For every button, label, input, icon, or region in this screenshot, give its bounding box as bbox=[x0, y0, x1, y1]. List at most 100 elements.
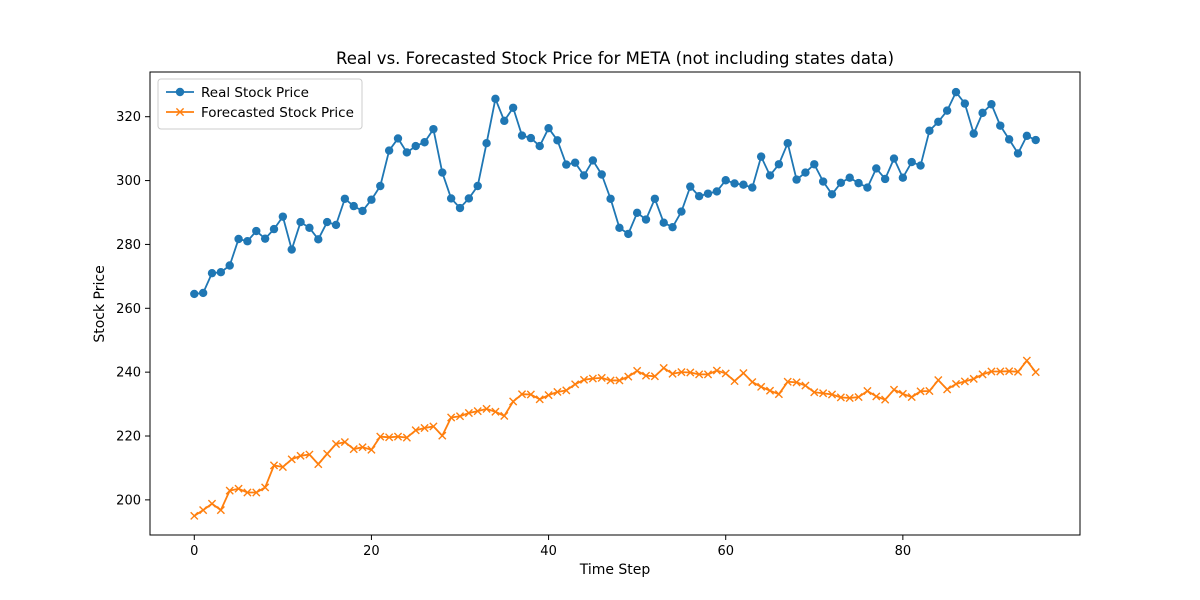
x-axis-label: Time Step bbox=[579, 562, 651, 578]
data-point-real bbox=[907, 157, 916, 167]
x-tick-label: 80 bbox=[895, 544, 912, 559]
data-point-real bbox=[190, 289, 199, 299]
data-point-forecast bbox=[730, 376, 739, 386]
data-point-forecast bbox=[509, 397, 518, 406]
data-point-forecast bbox=[199, 505, 208, 515]
data-point-forecast bbox=[278, 462, 287, 472]
data-point-forecast bbox=[801, 381, 810, 390]
data-point-forecast bbox=[987, 367, 996, 376]
legend-marker-forecast bbox=[175, 107, 185, 117]
data-point-forecast bbox=[872, 392, 881, 401]
data-point-real bbox=[898, 173, 908, 182]
data-point-real bbox=[243, 237, 252, 246]
data-point-forecast bbox=[889, 385, 899, 394]
data-point-forecast bbox=[216, 505, 225, 515]
data-point-forecast bbox=[491, 407, 500, 416]
data-point-real bbox=[340, 194, 350, 203]
data-point-real bbox=[650, 194, 660, 203]
data-point-real bbox=[376, 181, 385, 191]
data-point-real bbox=[827, 190, 837, 199]
y-tick-label: 260 bbox=[116, 302, 141, 317]
data-point-forecast bbox=[810, 388, 819, 397]
data-point-forecast bbox=[854, 392, 863, 402]
data-point-forecast bbox=[358, 443, 367, 452]
plot-area bbox=[190, 87, 1040, 520]
data-point-real bbox=[207, 268, 217, 278]
data-point-real bbox=[420, 138, 429, 147]
y-tick-label: 240 bbox=[116, 366, 141, 381]
data-point-forecast bbox=[544, 391, 553, 400]
data-point-forecast bbox=[624, 372, 633, 381]
data-point-real bbox=[402, 148, 412, 157]
y-axis-label: Stock Price bbox=[92, 265, 108, 342]
y-tick-label: 200 bbox=[116, 493, 141, 508]
data-point-forecast bbox=[261, 483, 270, 492]
data-point-real bbox=[411, 141, 420, 151]
data-point-real bbox=[446, 194, 456, 203]
data-point-real bbox=[810, 160, 819, 169]
data-point-real bbox=[562, 160, 571, 169]
data-point-real bbox=[544, 123, 553, 133]
data-point-forecast bbox=[420, 423, 429, 433]
data-point-forecast bbox=[207, 499, 217, 508]
data-point-real bbox=[588, 156, 598, 165]
data-point-real bbox=[765, 171, 775, 180]
data-point-forecast bbox=[695, 370, 704, 379]
data-point-real bbox=[473, 181, 482, 191]
data-point-forecast bbox=[925, 386, 934, 396]
data-point-forecast bbox=[633, 366, 642, 375]
data-point-real bbox=[606, 194, 615, 203]
data-point-forecast bbox=[615, 376, 624, 385]
data-point-forecast bbox=[305, 450, 314, 459]
data-point-forecast bbox=[429, 422, 438, 431]
data-point-forecast bbox=[650, 372, 659, 381]
data-point-real bbox=[624, 229, 633, 239]
x-tick-label: 20 bbox=[363, 544, 380, 559]
data-point-real bbox=[322, 217, 332, 227]
data-point-forecast bbox=[535, 395, 544, 404]
data-point-real bbox=[783, 139, 792, 148]
data-point-real bbox=[872, 164, 881, 173]
legend: Real Stock Price Forecasted Stock Price bbox=[157, 78, 363, 130]
data-point-real bbox=[349, 201, 358, 211]
data-point-real bbox=[615, 223, 624, 233]
data-point-forecast bbox=[641, 371, 651, 380]
data-point-real bbox=[996, 121, 1005, 130]
data-point-forecast bbox=[323, 449, 332, 458]
data-point-forecast bbox=[455, 412, 465, 421]
data-point-real bbox=[703, 189, 713, 198]
data-point-forecast bbox=[774, 390, 783, 399]
data-point-forecast bbox=[287, 455, 296, 464]
data-point-real bbox=[854, 178, 863, 188]
data-point-real bbox=[535, 141, 544, 151]
data-point-forecast bbox=[1005, 367, 1014, 376]
data-point-real bbox=[331, 220, 341, 230]
data-point-real bbox=[1031, 135, 1040, 145]
x-tick-label: 40 bbox=[540, 544, 557, 559]
x-tick-label: 60 bbox=[717, 544, 734, 559]
data-point-real bbox=[269, 224, 279, 234]
data-point-real bbox=[969, 129, 978, 138]
data-point-real bbox=[632, 208, 642, 218]
data-point-forecast bbox=[314, 460, 323, 469]
data-point-real bbox=[774, 160, 784, 169]
data-point-forecast bbox=[996, 367, 1005, 376]
data-point-real bbox=[234, 234, 243, 244]
data-point-real bbox=[287, 245, 296, 254]
data-point-real bbox=[934, 117, 943, 127]
data-point-forecast bbox=[331, 439, 341, 449]
data-point-forecast bbox=[438, 431, 447, 440]
data-point-real bbox=[960, 99, 970, 108]
data-point-forecast bbox=[739, 369, 748, 378]
data-point-forecast bbox=[916, 387, 925, 396]
data-point-real bbox=[491, 94, 500, 104]
data-point-forecast bbox=[588, 374, 597, 383]
data-point-forecast bbox=[907, 392, 916, 402]
data-point-forecast bbox=[402, 433, 411, 442]
data-point-forecast bbox=[765, 386, 775, 395]
data-point-real bbox=[748, 183, 757, 192]
data-point-real bbox=[455, 203, 465, 213]
data-point-forecast bbox=[881, 395, 890, 404]
data-point-forecast bbox=[960, 377, 969, 386]
data-point-real bbox=[260, 234, 270, 243]
